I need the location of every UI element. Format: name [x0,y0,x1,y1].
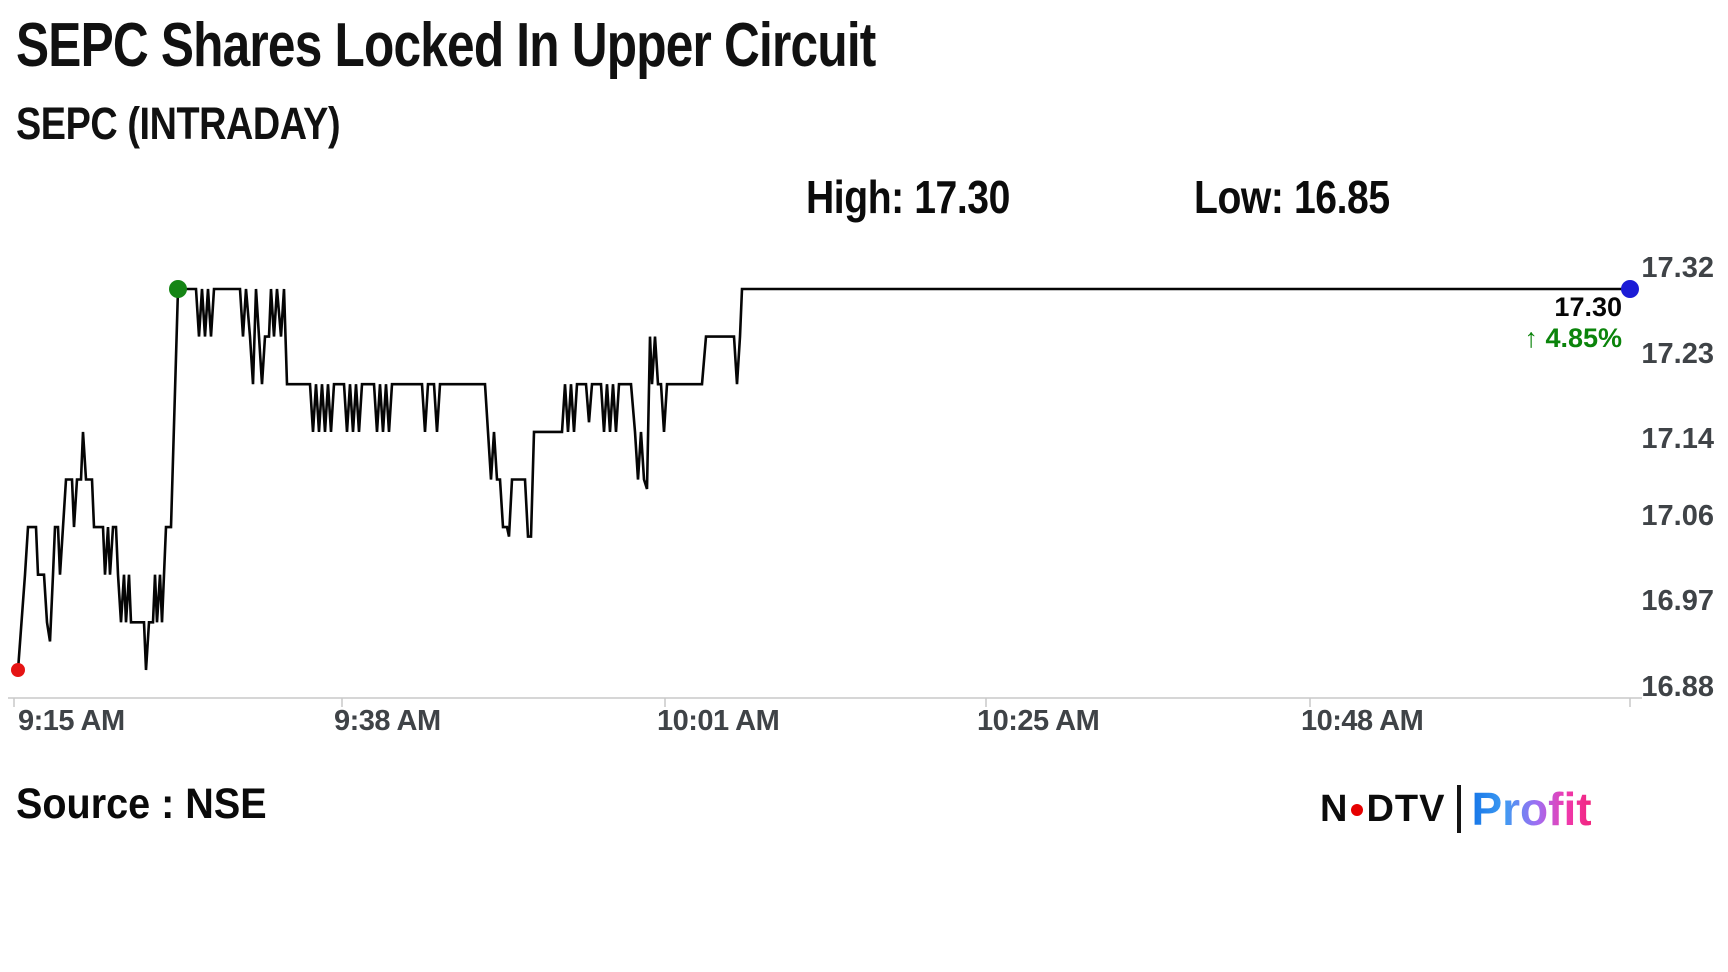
ndtv-wordmark: N DTV [1320,788,1445,831]
y-axis-label: 17.06 [1641,499,1714,532]
y-axis-label: 16.97 [1641,585,1714,618]
profit-wordmark: Profit [1471,783,1592,835]
logo-divider [1457,785,1462,833]
x-axis-label: 10:25 AM [977,705,1100,737]
x-axis-label: 10:48 AM [1301,705,1424,737]
ndtv-letters-dtv: DTV [1366,787,1446,830]
start-dot [11,663,25,677]
y-axis-label: 17.32 [1641,251,1714,284]
x-axis-label: 9:15 AM [18,705,125,737]
last-price-annotation: 17.30 ↑ 4.85% [1524,292,1622,354]
ndtv-red-dot-icon [1351,804,1364,816]
page-title: SEPC Shares Locked In Upper Circuit [16,11,876,80]
low-stat: Low: 16.85 [1194,171,1390,223]
end-dot [1621,280,1639,298]
ndtv-letter-n: N [1320,787,1349,830]
y-axis-label: 17.23 [1641,337,1714,370]
source-credit: Source : NSE [16,780,267,828]
change-percent: ↑ 4.85% [1524,323,1622,354]
high-stat: High: 17.30 [806,171,1010,223]
chart-subtitle: SEPC (INTRADAY) [16,98,341,149]
last-price-value: 17.30 [1554,292,1622,322]
price-line [16,287,1632,672]
y-axis-label: 17.14 [1641,423,1714,456]
ndtv-profit-logo: N DTV Profit [1320,782,1592,836]
high-dot [169,280,187,298]
x-axis-label: 10:01 AM [657,705,780,737]
x-axis-label: 9:38 AM [334,705,441,737]
y-axis-label: 16.88 [1641,671,1714,703]
